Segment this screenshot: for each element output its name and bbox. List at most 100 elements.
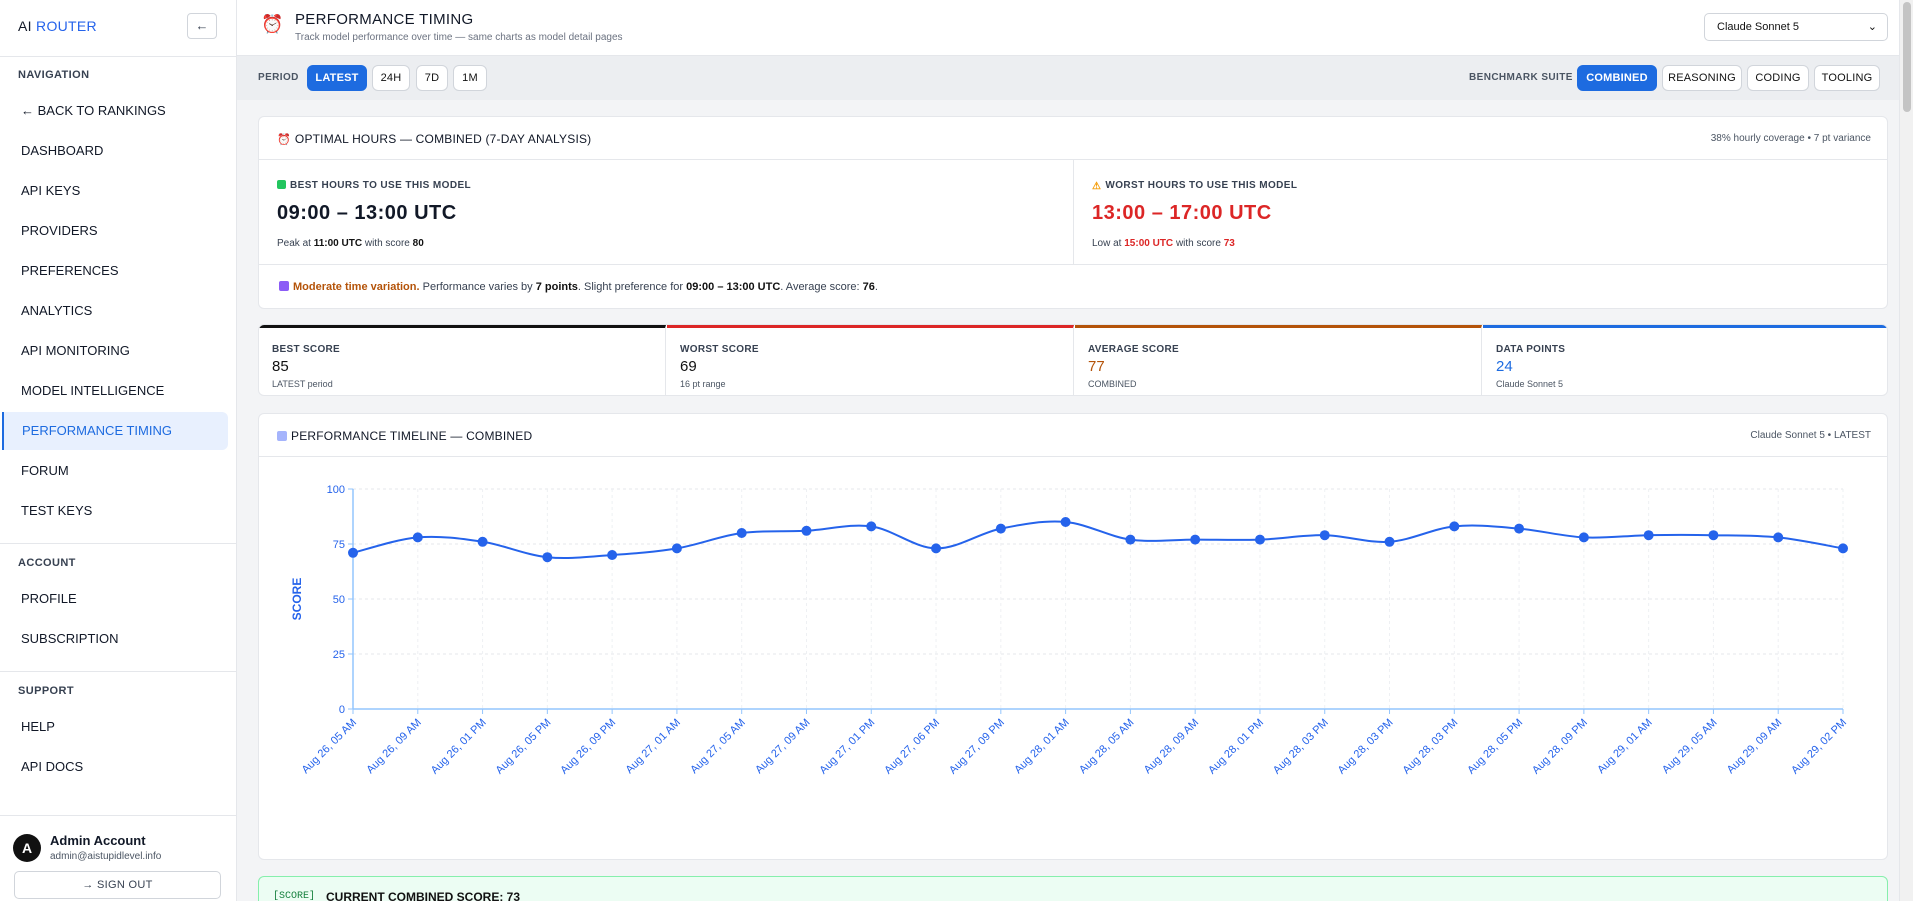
suite-coding-button[interactable]: CODING [1747,65,1809,91]
sidebar-item-api-monitoring[interactable]: API MONITORING [21,343,130,358]
data-point [671,543,682,554]
x-tick-label: Aug 27, 01 AM [624,717,684,777]
sidebar-item-back-to-rankings[interactable]: ← BACK TO RANKINGS [21,103,166,118]
stat-worst-score: WORST SCORE 69 16 pt range [667,325,1074,395]
sidebar-item-test-keys[interactable]: TEST KEYS [21,503,93,518]
card-header: PERFORMANCE TIMELINE — COMBINED Claude S… [259,414,1887,457]
divider [0,543,236,544]
sidebar-item-preferences[interactable]: PREFERENCES [21,263,119,278]
x-tick-label: Aug 28, 05 PM [1465,717,1525,777]
variation-avg: 76 [862,281,875,293]
period-7d-button[interactable]: 7D [416,65,448,91]
brand-logo[interactable]: AI ROUTER [18,18,97,34]
data-point [1514,523,1525,534]
stat-value: 24 [1496,358,1513,375]
collapse-sidebar-button[interactable]: ← [187,13,217,39]
x-tick-label: Aug 28, 09 AM [1142,717,1202,777]
x-tick-label: Aug 28, 09 PM [1530,717,1590,777]
variation-text: Moderate time variation. Performance var… [279,281,878,293]
suite-tooling-button[interactable]: TOOLING [1814,65,1880,91]
account-email: admin@aistupidlevel.info [50,851,162,862]
x-tick-label: Aug 28, 03 PM [1336,717,1396,777]
score-tag: [SCORE] [273,891,316,901]
stat-sub: LATEST period [272,379,333,389]
worst-hours-note: Low at 15:00 UTC with score 73 [1092,238,1235,249]
divider [0,671,236,672]
suite-combined-button[interactable]: COMBINED [1577,65,1657,91]
scrollbar-thumb[interactable] [1903,2,1911,112]
support-heading: SUPPORT [18,685,74,697]
x-tick-label: Aug 27, 06 PM [882,717,942,777]
x-tick-label: Aug 27, 05 AM [688,717,748,777]
sidebar-item-model-intelligence[interactable]: MODEL INTELLIGENCE [21,383,165,398]
stat-value: 77 [1088,358,1105,375]
coverage-meta: 38% hourly coverage • 7 pt variance [1710,133,1871,144]
sidebar-item-subscription[interactable]: SUBSCRIPTION [21,631,119,646]
best-hours-range: 09:00 – 13:00 UTC [277,202,457,224]
brand-prefix: AI [18,18,32,34]
account-name: Admin Account [50,833,146,848]
y-tick-label: 100 [327,484,345,496]
data-point [1838,543,1848,554]
data-point [801,525,812,536]
sidebar-item-api-keys[interactable]: API KEYS [21,183,81,198]
page-scrollbar[interactable] [1899,0,1913,901]
data-point [1125,534,1136,545]
data-point [931,543,942,554]
page-title: PERFORMANCE TIMING [295,11,474,28]
low-score: 73 [1223,238,1235,249]
x-tick-label: Aug 28, 01 AM [1012,717,1072,777]
timeline-meta: Claude Sonnet 5 • LATEST [1750,430,1871,441]
variation-window: 09:00 – 13:00 UTC [686,281,781,293]
variation-t3: . Average score: [780,281,860,293]
sidebar-item-providers[interactable]: PROVIDERS [21,223,98,238]
x-tick-label: Aug 27, 09 AM [753,717,813,777]
line-chart-icon [277,431,287,441]
sign-out-button[interactable]: → SIGN OUT [14,871,221,899]
sidebar-item-profile[interactable]: PROFILE [21,591,77,606]
stat-data-points: DATA POINTS 24 Claude Sonnet 5 [1483,325,1887,395]
stat-sub: 16 pt range [680,379,726,389]
best-hours-label: BEST HOURS TO USE THIS MODEL [277,180,471,191]
best-hours-note: Peak at 11:00 UTC with score 80 [277,238,424,249]
low-time: 15:00 UTC [1124,238,1174,249]
sidebar-item-help[interactable]: HELP [21,719,55,734]
stat-label: BEST SCORE [272,344,341,355]
page-header: ⏰ PERFORMANCE TIMING Track model perform… [237,0,1913,56]
x-tick-label: Aug 26, 09 PM [558,717,618,777]
current-score-banner: [SCORE] CURRENT COMBINED SCORE: 73 [258,876,1888,901]
sidebar-item-api-docs[interactable]: API DOCS [21,759,84,774]
variation-headline: Moderate time variation. [293,281,420,293]
data-point [736,528,747,538]
data-point [477,536,488,547]
account-panel: A Admin Account admin@aistupidlevel.info… [0,815,236,901]
card-title: ⏰ OPTIMAL HOURS — COMBINED (7-DAY ANALYSI… [277,132,591,146]
sidebar-item-dashboard[interactable]: DASHBOARD [21,143,104,158]
note-prefix: Peak at [277,238,311,249]
data-point [1449,521,1460,532]
period-24h-button[interactable]: 24H [372,65,410,91]
note-mid: with score [1175,238,1221,249]
period-1m-button[interactable]: 1M [453,65,487,91]
bar-chart-icon [279,281,289,291]
suite-reasoning-button[interactable]: REASONING [1662,65,1742,91]
sidebar-item-analytics[interactable]: ANALYTICS [21,303,93,318]
stat-value: 85 [272,358,289,375]
filter-toolbar: PERIOD LATEST 24H 7D 1M BENCHMARK SUITE … [237,56,1913,100]
best-hours-panel: BEST HOURS TO USE THIS MODEL 09:00 – 13:… [259,160,1074,264]
benchmark-suite-label: BENCHMARK SUITE [1469,72,1573,83]
x-tick-label: Aug 28, 03 PM [1271,717,1331,777]
x-tick-label: Aug 27, 09 PM [947,717,1007,777]
data-point [1319,530,1330,541]
sidebar: AI ROUTER ← NAVIGATION ← BACK TO RANKING… [0,0,237,901]
x-tick-label: Aug 26, 05 AM [300,717,360,777]
sidebar-item-forum[interactable]: FORUM [21,463,69,478]
period-latest-button[interactable]: LATEST [307,65,367,91]
data-point [412,532,423,543]
sidebar-item-performance-timing[interactable]: PERFORMANCE TIMING [2,412,228,450]
data-point [1254,534,1265,545]
peak-time: 11:00 UTC [313,238,363,249]
stat-sub: Claude Sonnet 5 [1496,379,1564,389]
model-select[interactable]: Claude Sonnet 5 ⌄ [1704,13,1888,41]
stat-value: 69 [680,358,697,375]
